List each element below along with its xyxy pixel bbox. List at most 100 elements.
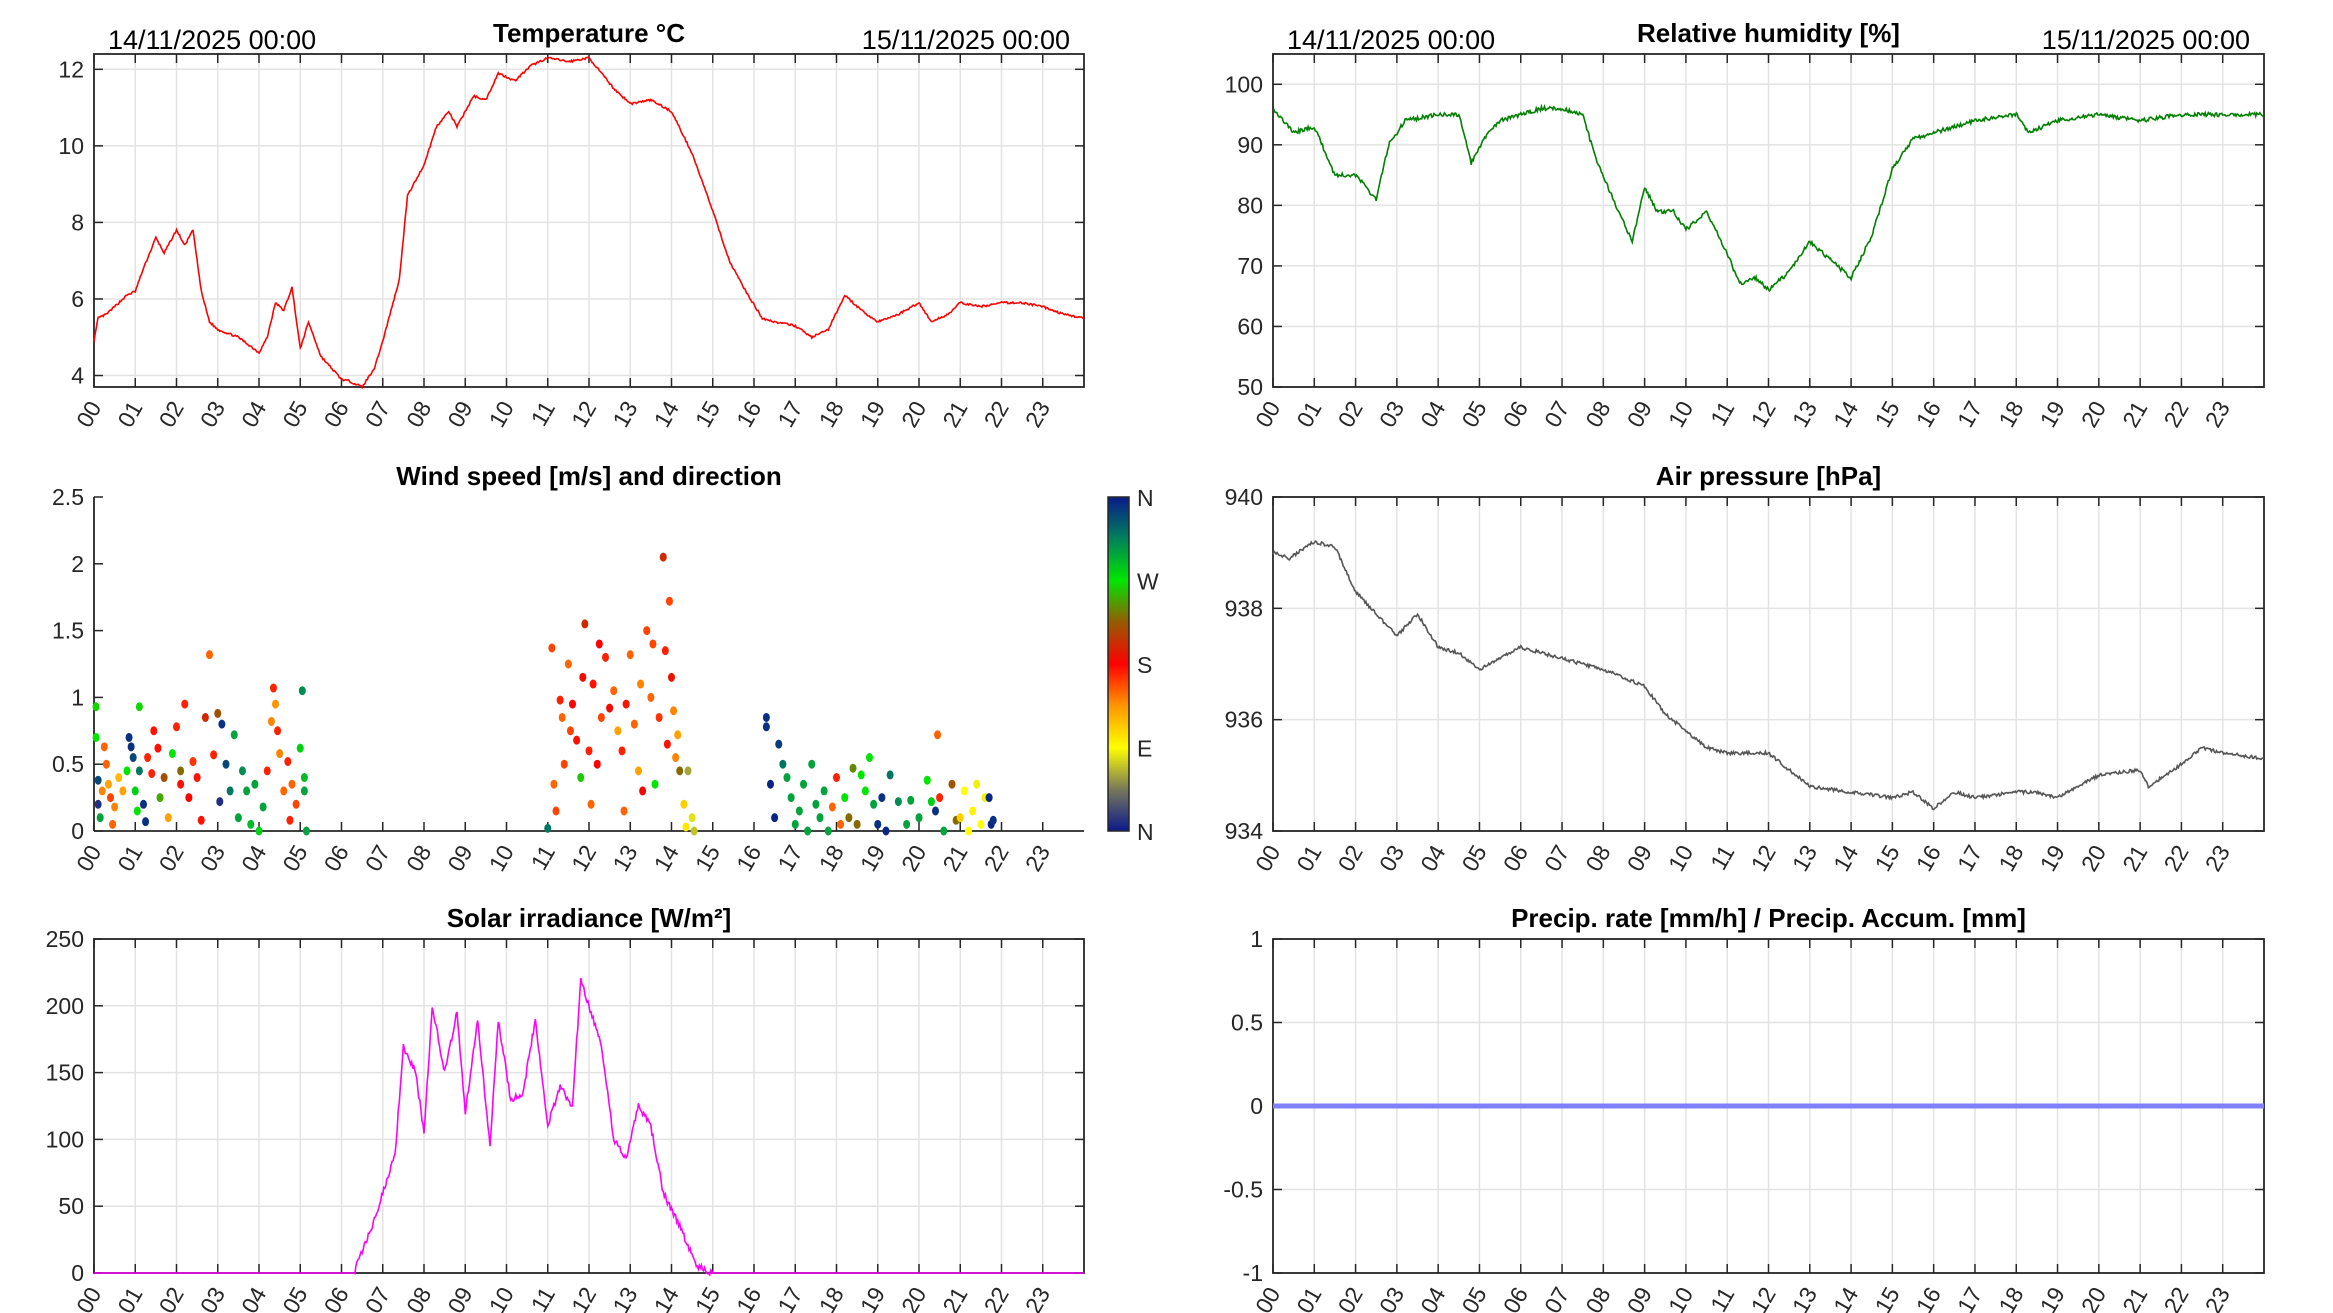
wind-point	[210, 750, 218, 760]
x-tick-label: 09	[442, 1283, 477, 1313]
wind-point	[593, 759, 601, 769]
wind-point	[135, 766, 143, 776]
wind-point	[960, 786, 968, 796]
wind-point	[222, 759, 230, 769]
wind-point	[230, 730, 238, 740]
precip-chart: Precip. rate [mm/h] / Precip. Accum. [mm…	[1223, 903, 2265, 1313]
wind-point	[107, 793, 114, 803]
x-tick-label: 13	[1787, 1283, 1822, 1313]
x-tick-label: 11	[526, 841, 560, 875]
wind-point	[302, 826, 310, 836]
humidity-series-line	[1272, 103, 2265, 293]
wind-point	[119, 786, 127, 796]
wind-point	[923, 775, 931, 785]
wind-point	[620, 806, 628, 816]
wind-point	[841, 793, 849, 803]
x-tick-label: 09	[1622, 397, 1657, 432]
wind-point	[234, 813, 242, 823]
wind-direction-colorbar: N W S E N	[1107, 485, 1159, 845]
x-tick-label: 15	[1869, 1283, 1904, 1313]
x-tick-label: 17	[1952, 841, 1987, 876]
wind-point	[808, 759, 816, 769]
y-tick-label: 1.5	[52, 618, 84, 644]
x-tick-label: 07	[1539, 397, 1574, 432]
x-tick-label: 06	[319, 397, 354, 432]
x-tick-label: 10	[1663, 841, 1698, 876]
wind-point	[286, 815, 294, 825]
colorbar-label: S	[1137, 652, 1152, 678]
x-tick-label: 08	[401, 1283, 436, 1313]
wind-point	[882, 826, 890, 836]
wind-point	[173, 722, 180, 732]
y-tick-label: 934	[1225, 818, 1264, 844]
wind-point	[622, 699, 630, 709]
wind-point	[690, 826, 698, 836]
wind-point	[791, 819, 799, 829]
x-tick-label: 02	[154, 1283, 189, 1313]
wind-point	[280, 786, 288, 796]
temperature-end-date: 15/11/2025 00:00	[862, 25, 1070, 55]
wind-point	[674, 730, 682, 740]
temperature-chart: Temperature °C 4 6 8 10 12 00 01 02 03 04 05 06 07 08 0…	[58, 18, 1085, 432]
wind-point	[558, 712, 566, 722]
wind-point	[104, 779, 112, 789]
wind-point	[672, 753, 680, 763]
y-tick-label: -0.5	[1223, 1177, 1263, 1203]
x-tick-label: 18	[1993, 841, 2028, 876]
x-tick-label: 18	[814, 1283, 849, 1313]
wind-point	[140, 799, 147, 809]
x-tick-label: 23	[2200, 1283, 2235, 1313]
x-tick-label: 09	[442, 397, 477, 432]
wind-point	[878, 793, 886, 803]
x-tick-label: 20	[2076, 397, 2111, 432]
wind-point	[123, 766, 131, 776]
solar-chart: Solar irradiance [W/m²]05010015020025000…	[46, 903, 1085, 1313]
x-tick-label: 14	[649, 396, 684, 431]
solar-title: Solar irradiance [W/m²]	[447, 903, 732, 933]
wind-point	[903, 819, 911, 829]
wind-point	[932, 806, 939, 816]
x-tick-label: 09	[1622, 1283, 1657, 1313]
y-tick-label: 938	[1225, 595, 1263, 621]
wind-point	[639, 786, 647, 796]
wind-point	[115, 773, 123, 783]
wind-point	[668, 672, 675, 682]
x-tick-label: 14	[649, 840, 684, 875]
wind-point	[626, 650, 634, 660]
wind-point	[585, 746, 593, 756]
x-tick-label: 11	[1705, 841, 1739, 875]
x-tick-label: 16	[1911, 397, 1946, 432]
wind-point	[214, 708, 222, 718]
y-tick-label: 8	[71, 209, 84, 235]
wind-point	[197, 815, 205, 825]
wind-point	[577, 773, 585, 783]
x-tick-label: 11	[1705, 1283, 1739, 1313]
x-tick-label: 18	[814, 397, 849, 432]
wind-point	[544, 823, 552, 833]
x-tick-label: 03	[1374, 1283, 1409, 1313]
x-tick-label: 10	[484, 1283, 519, 1313]
y-tick-label: 0.5	[1231, 1010, 1263, 1036]
x-tick-label: 23	[1020, 841, 1055, 876]
wind-point	[861, 786, 869, 796]
wind-point	[125, 732, 133, 742]
wind-point	[927, 797, 935, 807]
x-tick-label: 20	[2076, 1283, 2111, 1313]
wind-point	[665, 596, 673, 606]
x-tick-label: 17	[1952, 397, 1987, 432]
wind-point	[201, 712, 209, 722]
x-tick-label: 13	[607, 841, 642, 876]
axes-box	[1272, 53, 2265, 388]
y-tick-label: 50	[1237, 374, 1263, 400]
wind-point	[630, 719, 638, 729]
wind-point	[659, 552, 667, 562]
y-tick-label: 10	[58, 133, 84, 159]
x-tick-label: 00	[1250, 1283, 1285, 1313]
x-tick-label: 00	[71, 841, 106, 876]
axes-box	[93, 938, 1085, 1274]
x-tick-label: 12	[566, 1283, 601, 1313]
x-tick-label: 10	[484, 841, 519, 876]
x-tick-label: 19	[855, 841, 890, 876]
x-tick-label: 20	[2076, 841, 2111, 876]
x-tick-label: 16	[731, 397, 766, 432]
